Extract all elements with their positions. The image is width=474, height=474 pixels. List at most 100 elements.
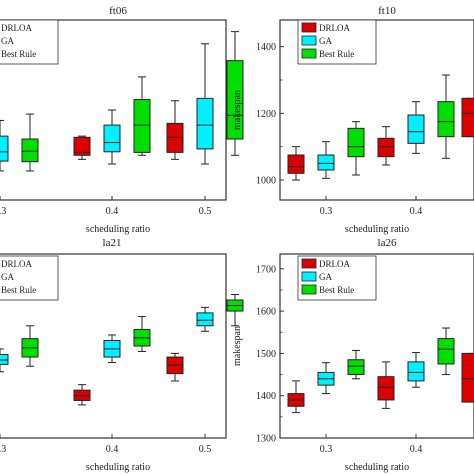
box-body [196, 97, 214, 150]
box-ga-0-5 [196, 43, 214, 165]
legend: DRLOA GA Best Rule [297, 255, 377, 301]
box-best-rule-0-3 [347, 121, 365, 176]
x-tick-label: 0.3 [320, 444, 333, 455]
box-body [437, 338, 455, 365]
panel-ft10: ft10100012001400makespan0.30.40.5schedul… [232, 5, 474, 235]
x-tick-label: 0.4 [410, 444, 423, 455]
legend-label-ga: GA [319, 36, 332, 46]
box-body [347, 359, 365, 376]
legend-swatch-best-rule [301, 284, 317, 295]
box-ga-0-3 [317, 141, 335, 179]
y-tick-label: 1000 [256, 176, 276, 187]
x-tick-label: 0.3 [320, 206, 333, 217]
box-best-rule-0-5 [226, 31, 244, 156]
box-drloa-0-4 [73, 384, 91, 406]
legend-label-ga: GA [1, 36, 14, 46]
box-best-rule-0-4 [133, 76, 151, 156]
y-axis-label: makespan [232, 90, 243, 130]
legend-label-best-rule: Best Rule [1, 49, 36, 59]
box-ga-0-4 [407, 101, 425, 154]
box-drloa-0-5 [461, 97, 474, 138]
box-body [461, 352, 474, 403]
legend-label-ga: GA [1, 272, 14, 282]
legend-swatch-best-rule [301, 48, 317, 59]
legend-label-drloa: DRLOA [1, 23, 32, 33]
x-tick-label: 0.4 [410, 206, 423, 217]
x-axis-label: scheduling ratio [345, 224, 409, 235]
legend-swatch-ga [301, 35, 317, 46]
legend-label-ga: GA [319, 272, 332, 282]
box-best-rule-0-3 [21, 325, 39, 367]
legend: DRLOA GA Best Rule [0, 19, 59, 65]
legend-frame [0, 19, 59, 65]
legend-swatch-drloa [301, 258, 317, 269]
box-body [407, 361, 425, 382]
panel-title: ft06 [109, 5, 127, 17]
x-tick-label: 0.3 [0, 206, 6, 217]
y-axis-label: makespan [232, 326, 243, 366]
plot-frame [279, 253, 474, 439]
x-tick-label: 0.3 [0, 444, 6, 455]
box-ga-0-5 [196, 306, 214, 332]
panel-la21: la21 0.3 0.4 0.5 scheduling ratio DRLOA GA Best… [0, 237, 244, 473]
legend-label-best-rule: Best Rule [319, 49, 354, 59]
legend-frame [0, 255, 59, 301]
box-body [103, 124, 121, 153]
box-best-rule-0-4 [437, 74, 455, 159]
box-body [196, 312, 214, 327]
box-body [317, 154, 335, 171]
x-axis-label: scheduling ratio [86, 224, 150, 235]
legend-label-best-rule: Best Rule [1, 285, 36, 295]
box-best-rule-0-3 [21, 113, 39, 172]
box-body [287, 154, 305, 174]
panel-ft06: ft06 0.3 0.4 0.5 scheduling ratio DRLOA GA Best… [0, 5, 244, 235]
legend-swatch-ga [301, 271, 317, 282]
legend-label-drloa: DRLOA [319, 23, 350, 33]
box-best-rule-0-4 [437, 327, 455, 376]
panel-title: ft10 [378, 5, 396, 17]
box-ga-0-3 [0, 348, 9, 373]
box-body [226, 60, 244, 140]
legend-label-best-rule: Best Rule [319, 285, 354, 295]
box-body [461, 97, 474, 138]
y-tick-label: 1400 [256, 391, 276, 402]
legend-label-drloa: DRLOA [1, 259, 32, 269]
legend-swatch-drloa [301, 22, 317, 33]
box-ga-0-4 [103, 334, 121, 364]
y-tick-label: 1600 [256, 307, 276, 318]
box-body [437, 101, 455, 138]
x-tick-label: 0.4 [106, 206, 119, 217]
box-drloa-0-5 [461, 352, 474, 403]
box-drloa-0-4 [377, 361, 395, 409]
box-body [0, 353, 9, 365]
box-ga-0-4 [407, 352, 425, 388]
box-ga-0-4 [103, 109, 121, 165]
panel-title: la26 [378, 237, 397, 249]
legend-label-drloa: DRLOA [319, 259, 350, 269]
y-tick-label: 1700 [256, 264, 276, 275]
x-axis-label: scheduling ratio [345, 462, 409, 473]
box-drloa-0-5 [166, 100, 184, 160]
legend: DRLOA GA Best Rule [0, 255, 59, 301]
box-body [133, 99, 151, 153]
y-tick-label: 1200 [256, 109, 276, 120]
box-drloa-0-4 [377, 126, 395, 166]
x-tick-label: 0.5 [199, 444, 212, 455]
x-tick-label: 0.4 [106, 444, 119, 455]
panel-title: la21 [103, 237, 122, 249]
box-ga-0-3 [317, 362, 335, 395]
legend: DRLOA GA Best Rule [297, 19, 377, 65]
box-body [377, 376, 395, 401]
box-best-rule-0-4 [133, 316, 151, 353]
box-best-rule-0-5 [226, 293, 244, 327]
x-axis-label: scheduling ratio [86, 462, 150, 473]
x-tick-label: 0.5 [199, 206, 212, 217]
box-body [21, 138, 39, 163]
y-tick-label: 1400 [256, 42, 276, 53]
box-ga-0-3 [0, 119, 9, 172]
box-body [407, 114, 425, 144]
box-drloa-0-4 [73, 135, 91, 160]
box-body [377, 137, 395, 158]
y-tick-label: 1500 [256, 349, 276, 360]
